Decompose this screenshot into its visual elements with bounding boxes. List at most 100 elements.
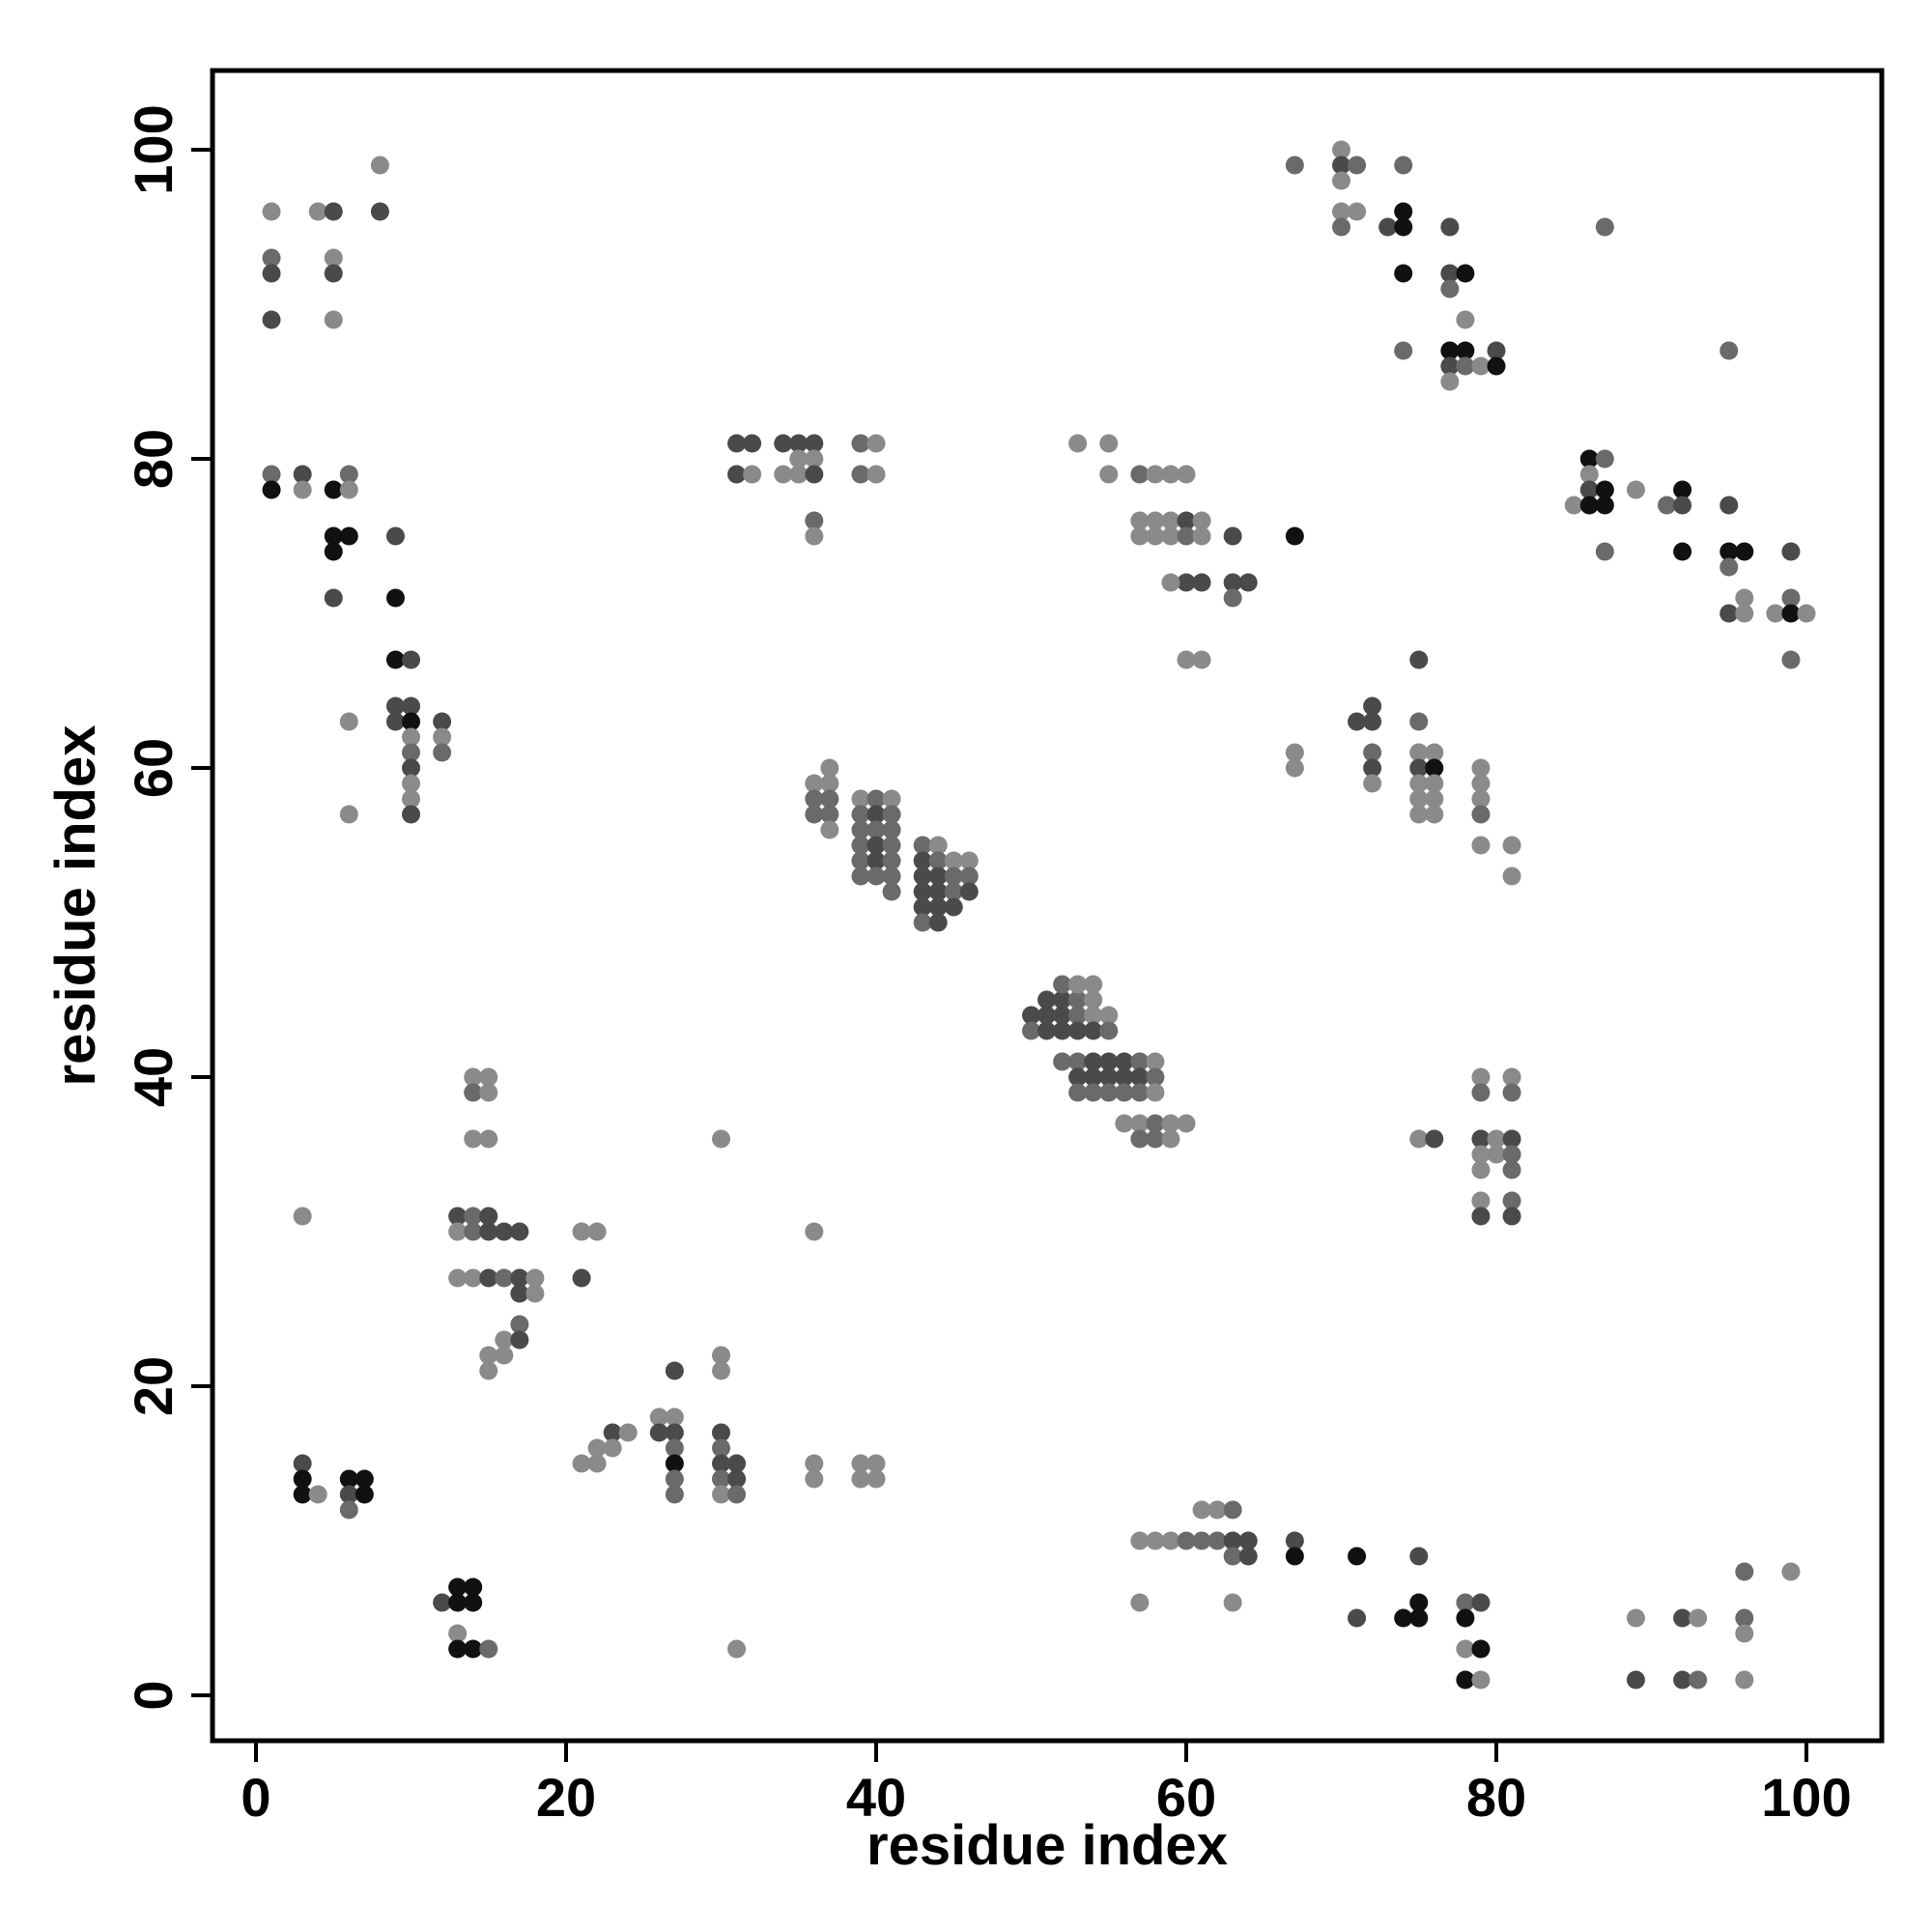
data-point <box>1084 1083 1103 1102</box>
data-point <box>433 743 452 762</box>
data-point <box>1394 1608 1413 1628</box>
data-point <box>1394 264 1413 283</box>
data-point <box>1068 1052 1088 1071</box>
data-point <box>464 1222 483 1241</box>
y-tick-label: 100 <box>123 104 184 194</box>
data-point <box>1502 1067 1521 1087</box>
data-point <box>1456 264 1475 283</box>
data-point <box>262 264 281 283</box>
data-point <box>805 465 824 484</box>
data-point <box>1177 650 1196 669</box>
data-point <box>913 882 932 901</box>
data-point <box>1146 1114 1165 1133</box>
data-point <box>649 1407 668 1427</box>
data-point <box>665 1407 684 1427</box>
data-point <box>402 727 420 747</box>
data-point <box>1378 217 1398 237</box>
data-point <box>1502 1083 1521 1102</box>
data-point <box>1456 1639 1475 1659</box>
data-point <box>1626 1608 1645 1628</box>
data-point <box>665 1485 684 1504</box>
data-point <box>1440 279 1460 298</box>
data-point <box>1363 743 1382 762</box>
data-point <box>867 805 886 824</box>
data-point <box>308 1485 327 1504</box>
data-point <box>402 758 420 778</box>
data-point <box>1409 805 1429 824</box>
data-point <box>665 1361 684 1380</box>
data-point <box>1595 496 1614 515</box>
data-point <box>587 1222 607 1241</box>
data-point <box>1084 1067 1103 1087</box>
x-tick-label: 80 <box>1466 1767 1526 1828</box>
data-point <box>959 867 979 886</box>
y-axis-title: residue index <box>44 725 107 1087</box>
data-point <box>1068 1006 1088 1025</box>
data-point <box>1440 264 1460 283</box>
data-point <box>1735 588 1754 608</box>
data-point <box>1161 1114 1180 1133</box>
data-point <box>1146 1067 1165 1087</box>
data-point <box>1719 557 1739 577</box>
data-point <box>712 1423 730 1442</box>
data-point <box>1223 588 1242 608</box>
data-point <box>1161 1531 1180 1550</box>
data-point <box>1177 465 1196 484</box>
data-point <box>1285 1547 1304 1566</box>
data-point <box>805 511 824 530</box>
data-point <box>262 465 281 484</box>
data-point <box>1440 217 1460 237</box>
data-point <box>913 897 932 917</box>
data-point <box>820 820 839 839</box>
data-point <box>1579 465 1599 484</box>
data-point <box>1161 573 1180 592</box>
data-point <box>1022 1006 1040 1025</box>
data-point <box>618 1423 638 1442</box>
data-point <box>1471 1593 1491 1612</box>
data-point <box>1689 1670 1708 1690</box>
data-point <box>339 1469 358 1489</box>
data-point <box>587 1438 607 1458</box>
data-point <box>587 1454 607 1473</box>
data-point <box>727 465 747 484</box>
data-point <box>1735 1608 1754 1628</box>
data-point <box>1471 356 1491 376</box>
data-point <box>1130 1114 1150 1133</box>
data-point <box>1348 1608 1367 1628</box>
data-point <box>1192 1531 1211 1550</box>
data-point <box>339 480 358 499</box>
data-point <box>293 1485 312 1504</box>
data-point <box>712 1361 730 1380</box>
data-point <box>1177 573 1196 592</box>
data-point <box>1502 867 1521 886</box>
data-point <box>448 1639 468 1659</box>
data-point <box>1332 156 1350 175</box>
data-point <box>1130 511 1150 530</box>
data-point <box>1394 217 1413 237</box>
data-point <box>1471 1145 1491 1164</box>
data-point <box>789 434 809 453</box>
data-point <box>308 202 327 221</box>
data-point <box>339 465 358 484</box>
data-point <box>1115 1083 1134 1102</box>
data-point <box>603 1438 622 1458</box>
data-point <box>1502 1191 1521 1210</box>
data-point <box>1348 712 1367 731</box>
data-point <box>448 1577 468 1597</box>
data-point <box>385 588 405 608</box>
data-point <box>1285 743 1304 762</box>
data-point <box>944 882 963 901</box>
data-point <box>1115 1067 1134 1087</box>
data-point <box>1223 526 1242 546</box>
data-point <box>743 434 762 453</box>
data-point <box>1146 1083 1165 1102</box>
data-point <box>1099 1067 1119 1087</box>
data-point <box>882 882 901 901</box>
data-point <box>1719 341 1739 360</box>
data-point <box>1146 1052 1165 1071</box>
data-point <box>1502 1207 1521 1226</box>
data-point <box>370 156 389 175</box>
data-point <box>1208 1531 1227 1550</box>
data-point <box>851 434 870 453</box>
data-point <box>479 1361 498 1380</box>
